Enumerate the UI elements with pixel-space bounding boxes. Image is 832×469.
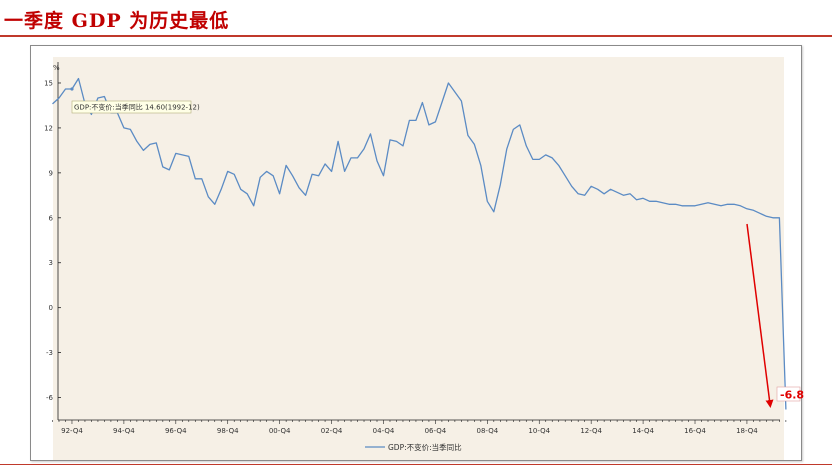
x-tick-label: 02-Q4 [321, 427, 343, 435]
tooltip-point [70, 87, 74, 91]
series-layer [52, 77, 787, 410]
tooltip-text: GDP:不变价:当季同比 14.60(1992-12) [74, 103, 200, 112]
x-tick-label: 14-Q4 [632, 427, 654, 435]
x-tick-label: 10-Q4 [528, 427, 550, 435]
x-tick-label: 92-Q4 [61, 427, 83, 435]
callout-arrow [746, 223, 774, 408]
page-title: 一季度 GDP 为历史最低 [4, 10, 230, 32]
y-tick-label: -3 [46, 349, 53, 357]
chart-frame [30, 45, 802, 461]
x-tick-label: 00-Q4 [269, 427, 291, 435]
legend-label: GDP:不变价:当季同比 [388, 442, 462, 452]
bottom-divider [0, 464, 832, 465]
callout-box [776, 386, 801, 402]
legend: GDP:不变价:当季同比 [365, 442, 462, 452]
title-divider [0, 35, 832, 37]
x-tick-label: 12-Q4 [580, 427, 602, 435]
chart-plot-panel [53, 57, 784, 460]
y-tick-label: 9 [49, 169, 53, 177]
x-tick-label: 06-Q4 [425, 427, 447, 435]
x-tick-label: 96-Q4 [165, 427, 187, 435]
x-tick-label: 04-Q4 [373, 427, 395, 435]
tooltip-box [71, 100, 192, 114]
y-axis: %15 12 9 6 3 0 -3 -6 [44, 62, 61, 420]
x-tick-label: 08-Q4 [477, 427, 499, 435]
x-tick-label: 98-Q4 [217, 427, 239, 435]
series-line-gdp [52, 77, 787, 410]
x-tick-label: 94-Q4 [113, 427, 135, 435]
y-tick-label: 3 [49, 259, 53, 267]
y-tick-label: 6 [49, 214, 54, 222]
y-tick-label: 15 [44, 79, 53, 87]
x-tick-label: 16-Q4 [684, 427, 706, 435]
y-tick-label: 12 [44, 124, 53, 132]
annotation-layer: GDP:不变价:当季同比 14.60(1992-12) -6.8 [70, 87, 804, 408]
callout-label: -6.8 [780, 389, 804, 402]
y-axis-unit-label: % [53, 64, 60, 72]
y-tick-label: 0 [49, 304, 53, 312]
x-axis: 92-Q4 94-Q4 96-Q4 98-Q4 00-Q4 02-Q4 04-Q4 06-Q4… [52, 419, 787, 435]
x-tick-label: 18-Q4 [736, 427, 758, 435]
y-tick-label: -6 [46, 394, 54, 402]
